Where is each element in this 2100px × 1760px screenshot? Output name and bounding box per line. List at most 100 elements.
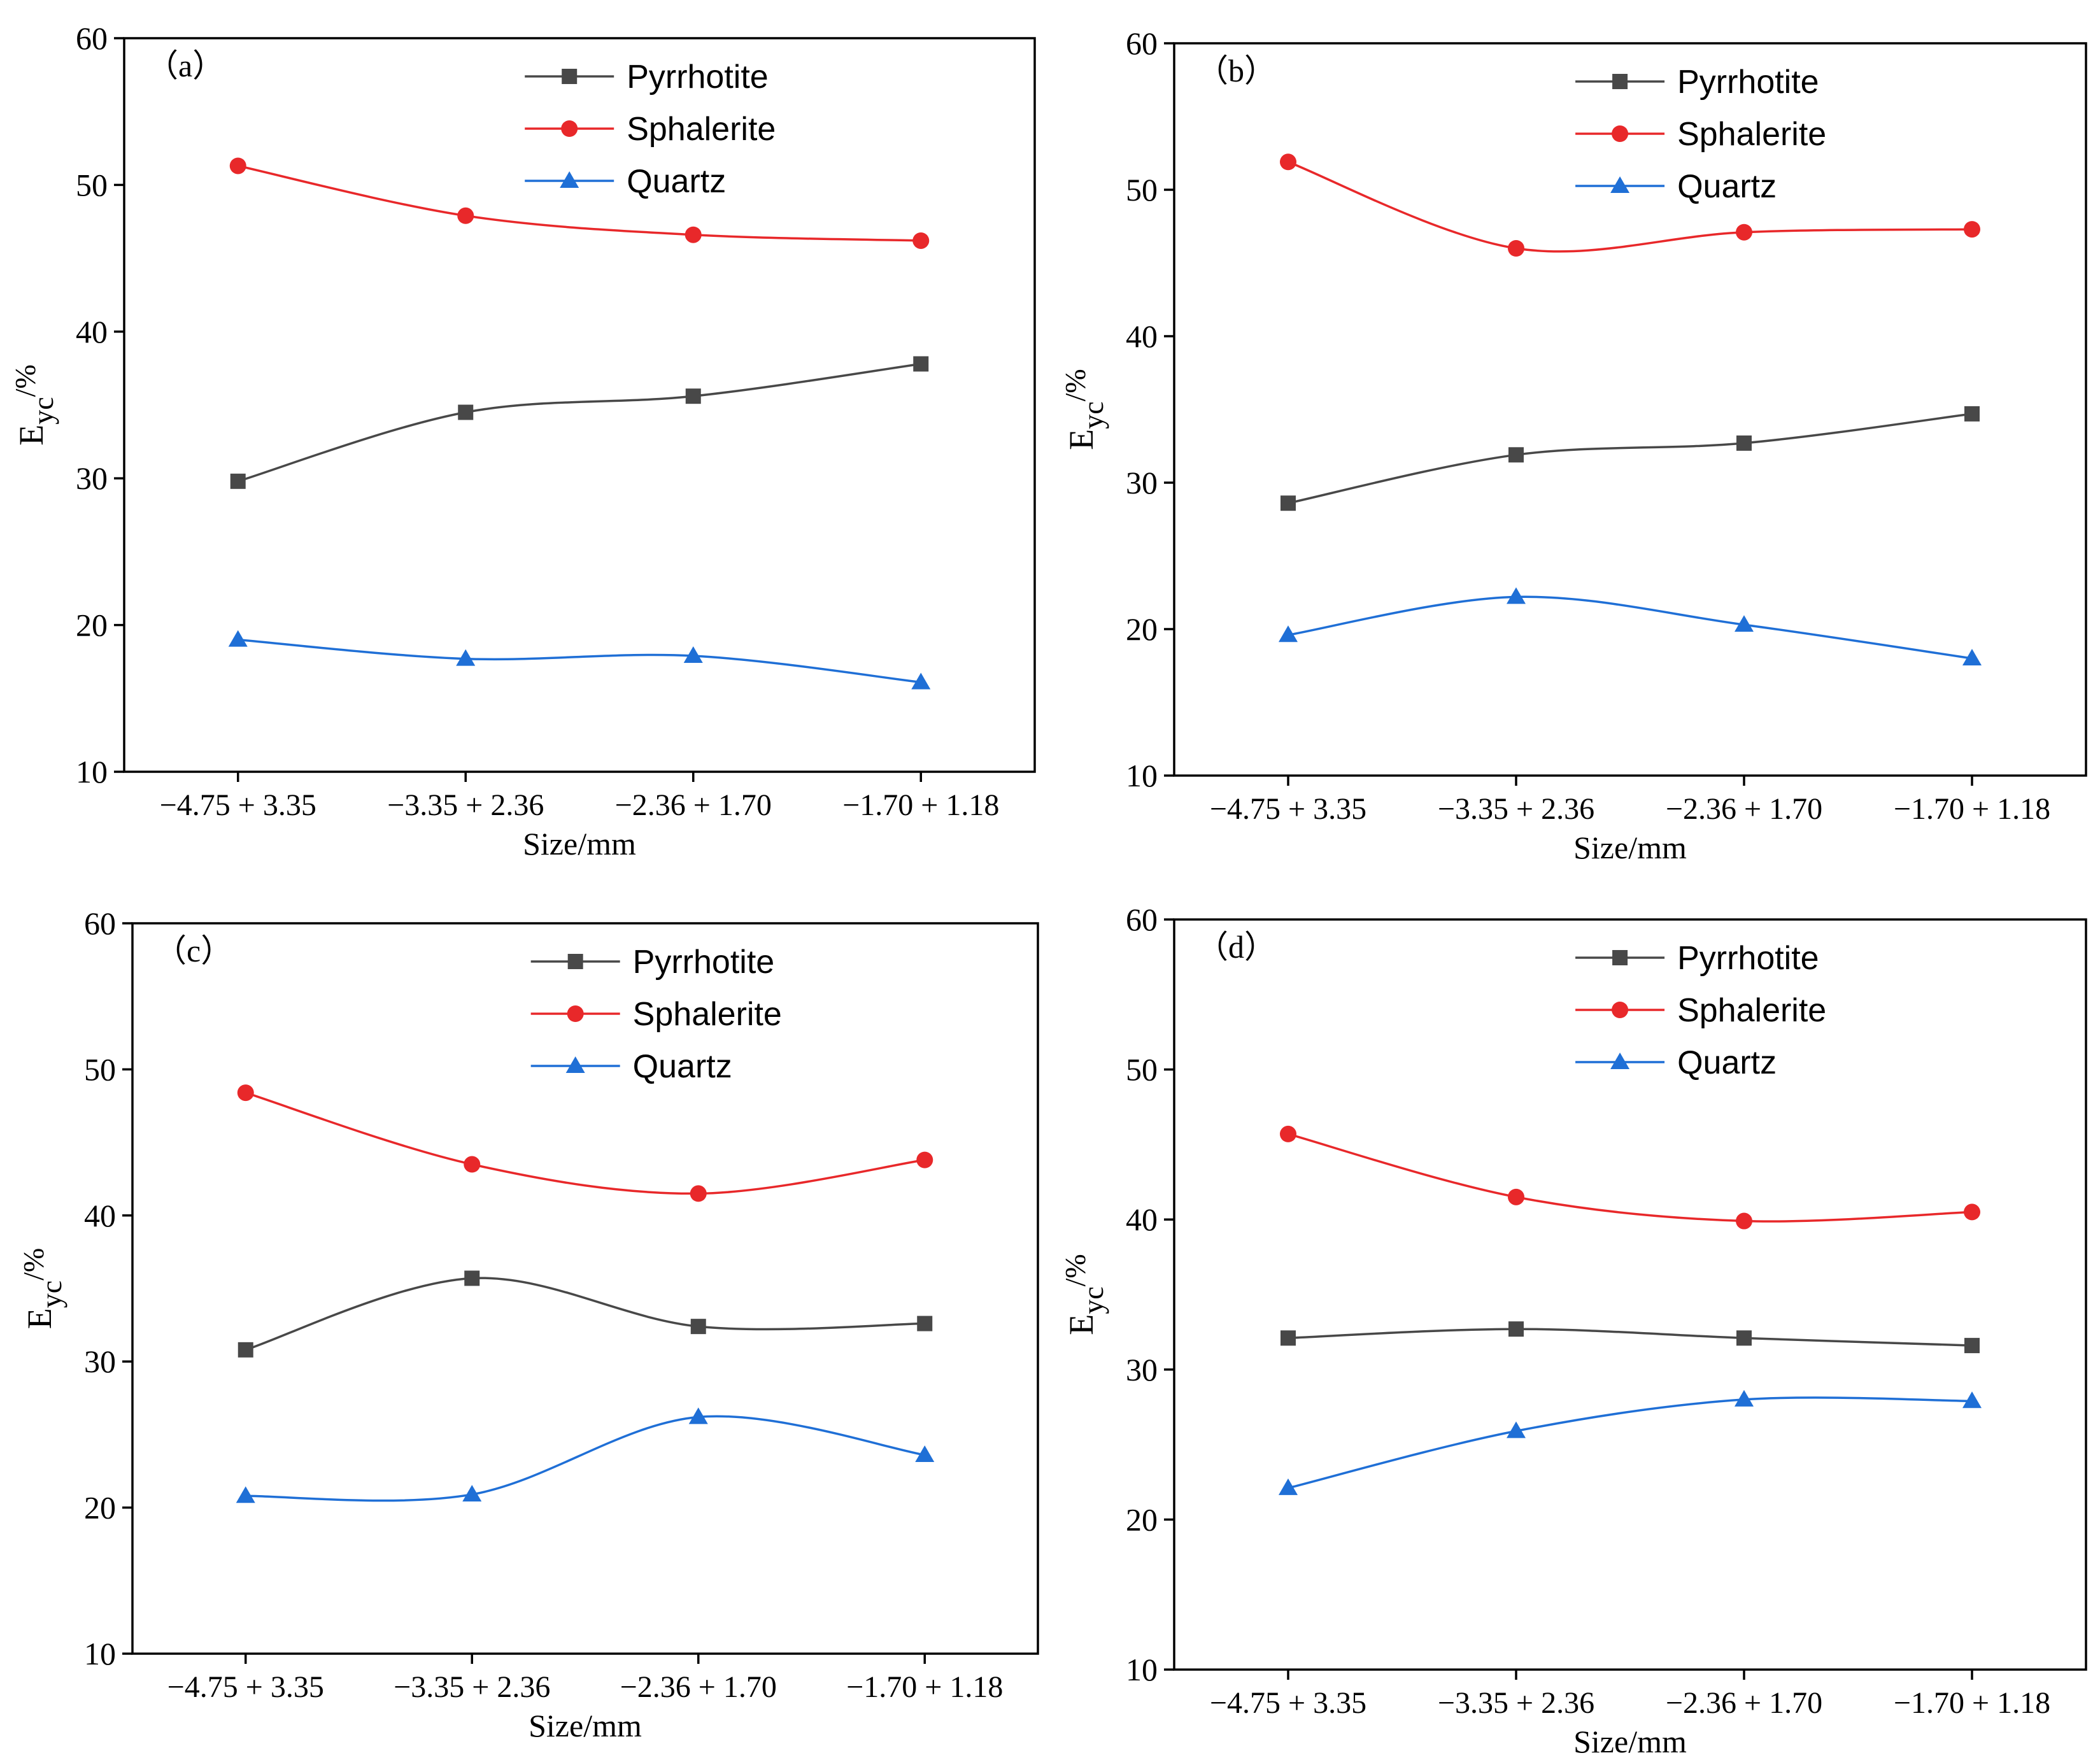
legend-label: Sphalerite (1677, 992, 1826, 1029)
x-tick-label: −4.75 + 3.35 (1210, 792, 1366, 826)
data-point-pyrrhotite-2 (1508, 447, 1524, 463)
legend-marker (562, 69, 578, 84)
x-tick-label: −2.36 + 1.70 (620, 1670, 777, 1704)
legend-marker (1612, 74, 1628, 89)
data-point-quartz-4 (911, 672, 931, 690)
legend: Pyrrhotite Sphalerite Quartz (1575, 940, 1826, 1081)
x-tick-label: −3.35 + 2.36 (387, 788, 544, 822)
series-pyrrhotite (238, 1270, 933, 1358)
y-tick-label: 50 (76, 167, 108, 202)
y-axis-label-subscript: yc (27, 397, 59, 424)
legend-label: Sphalerite (1677, 116, 1826, 153)
legend-label: Quartz (1677, 168, 1777, 205)
panel-label: （b） (1196, 53, 1276, 89)
y-axis-label: Eyc/% (17, 1248, 67, 1330)
y-axis-label-unit: /% (1059, 369, 1091, 401)
y-axis-label-main: E (1062, 1314, 1100, 1335)
series-line (245, 1091, 925, 1195)
x-tick-label: −4.75 + 3.35 (160, 788, 316, 822)
x-tick-label: −1.70 + 1.18 (842, 788, 999, 822)
legend-item-pyrrhotite: Pyrrhotite (530, 944, 775, 981)
data-point-pyrrhotite-2 (464, 1270, 480, 1286)
y-axis-label-subscript: yc (35, 1281, 67, 1308)
y-axis-label-unit: /% (17, 1248, 50, 1281)
plot-frame (1173, 42, 2087, 777)
series-line (238, 164, 921, 242)
y-tick-label: 20 (84, 1490, 116, 1526)
legend-label: Pyrrhotite (1677, 64, 1819, 101)
data-point-pyrrhotite-3 (690, 1319, 706, 1335)
y-tick-label: 10 (76, 754, 108, 790)
x-tick-label: −3.35 + 2.36 (1438, 792, 1594, 826)
legend-marker (567, 954, 583, 969)
series-quartz (1279, 1389, 1982, 1495)
data-point-quartz-1 (236, 1486, 255, 1503)
x-tick-label: −2.36 + 1.70 (615, 788, 772, 822)
y-tick-label: 30 (1126, 1352, 1158, 1387)
y-tick-label: 10 (84, 1636, 116, 1671)
y-tick-label: 60 (76, 20, 108, 56)
series-quartz (228, 630, 931, 690)
legend-marker (1612, 950, 1628, 965)
series-sphalerite (237, 1084, 933, 1202)
legend-item-pyrrhotite: Pyrrhotite (1575, 940, 1819, 977)
data-point-sphalerite-2 (464, 1156, 481, 1173)
data-point-sphalerite-1 (1280, 153, 1296, 171)
series-line (1288, 1133, 1973, 1223)
y-axis-label: Eyc/% (9, 364, 59, 446)
series-quartz (236, 1407, 935, 1503)
x-axis-label: Size/mm (529, 1708, 642, 1743)
legend-label: Quartz (633, 1048, 732, 1085)
data-point-sphalerite-4 (912, 232, 930, 249)
data-point-quartz-3 (1735, 615, 1754, 632)
legend-marker (1610, 1053, 1630, 1069)
x-axis-label: Size/mm (523, 826, 636, 862)
legend-label: Pyrrhotite (633, 944, 775, 981)
data-point-sphalerite-3 (1736, 1212, 1752, 1230)
series-line (245, 1415, 925, 1502)
data-point-quartz-2 (456, 649, 476, 666)
x-tick-label: −1.70 + 1.18 (1894, 792, 2050, 826)
legend-marker (1612, 125, 1629, 142)
y-axis-label-subscript: yc (1077, 401, 1109, 429)
y-tick-label: 20 (1126, 1501, 1158, 1537)
legend: Pyrrhotite Sphalerite Quartz (1575, 64, 1826, 205)
data-point-quartz-4 (915, 1445, 935, 1463)
data-point-sphalerite-2 (457, 207, 474, 224)
legend-item-quartz: Quartz (1575, 168, 1777, 205)
series-line (1288, 1328, 1973, 1347)
panel-label: （c） (155, 933, 232, 969)
legend-item-sphalerite: Sphalerite (525, 111, 776, 148)
x-tick-label: −4.75 + 3.35 (167, 1670, 324, 1704)
data-point-sphalerite-3 (685, 226, 702, 243)
legend-item-sphalerite: Sphalerite (1575, 116, 1826, 153)
legend: Pyrrhotite Sphalerite Quartz (525, 59, 776, 200)
y-tick-label: 60 (84, 905, 116, 941)
data-point-pyrrhotite-3 (1736, 1330, 1752, 1346)
legend-item-quartz: Quartz (530, 1048, 732, 1085)
data-point-pyrrhotite-3 (685, 388, 701, 404)
series-pyrrhotite (1281, 406, 1980, 511)
y-tick-label: 10 (1126, 758, 1158, 793)
data-point-quartz-4 (1962, 649, 1982, 665)
series-pyrrhotite (1281, 1321, 1980, 1354)
chart-panel-c: 10 20 30 40 50 60 −4.75 + 3.35 −3.35 + 2.36 −2.3… (17, 905, 1039, 1743)
plot-frame (123, 37, 1036, 773)
x-axis-label: Size/mm (1573, 830, 1687, 865)
legend-marker (1610, 176, 1630, 193)
y-tick-label: 10 (1126, 1652, 1158, 1687)
legend-label: Sphalerite (627, 111, 776, 148)
y-tick-label: 30 (1126, 465, 1158, 500)
panel-label: （a） (146, 48, 224, 83)
data-point-quartz-2 (1507, 1421, 1526, 1438)
y-tick-label: 40 (1126, 1202, 1158, 1237)
series-line (1288, 413, 1973, 504)
data-point-sphalerite-3 (690, 1185, 707, 1202)
data-point-sphalerite-1 (229, 157, 246, 174)
x-tick-label: −3.35 + 2.36 (394, 1670, 550, 1704)
y-axis-label: Eyc/% (1059, 369, 1109, 450)
series-sphalerite (1280, 1125, 1980, 1230)
data-point-quartz-1 (1279, 625, 1298, 642)
x-tick-label: −2.36 + 1.70 (1666, 792, 1822, 826)
plot-frame (1173, 918, 2087, 1671)
